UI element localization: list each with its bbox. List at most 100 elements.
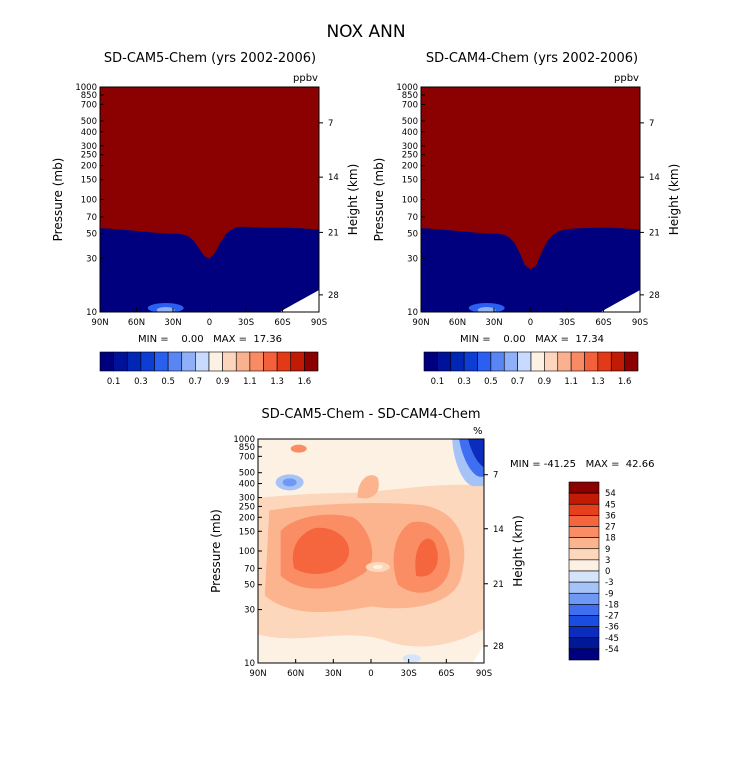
colorbar-label: 0.1 <box>431 377 445 387</box>
colorbar-swatch <box>290 351 305 372</box>
colorbar-label: 0.5 <box>161 377 175 387</box>
panel-cam5-axes: 1030507010015020025030040050070085010002… <box>51 83 360 328</box>
colorbar-swatch <box>544 351 559 372</box>
colorbar-swatch <box>530 351 545 372</box>
height-tick-label: 28 <box>493 642 504 652</box>
panel-cam4-colorbar: 0.1 0.3 0.5 0.7 0.9 1.1 1.3 1.6 <box>423 351 639 387</box>
colorbar-swatch <box>568 526 600 538</box>
colorbar-label: 9 <box>605 545 610 555</box>
colorbar-swatch <box>568 604 600 616</box>
lat-tick-label: 30N <box>485 318 502 328</box>
colorbar-swatch <box>568 592 600 605</box>
panel-cam4-axes: 1030507010015020025030040050070085010002… <box>372 83 681 328</box>
lat-tick-label: 60S <box>274 318 290 328</box>
colorbar-swatch <box>610 351 625 372</box>
colorbar-label: -3 <box>605 578 613 588</box>
colorbar-swatch <box>263 351 278 372</box>
colorbar-swatch <box>140 351 155 372</box>
height-tick-label: 28 <box>328 291 339 301</box>
lat-tick-label: 30N <box>325 669 342 679</box>
lat-tick-label: 30S <box>559 318 575 328</box>
colorbar-swatch <box>113 351 128 372</box>
panel-diff-stats: MIN = -41.25 MAX = 42.66 <box>510 459 654 470</box>
pressure-tick-label: 700 <box>239 452 255 462</box>
pressure-tick-label: 400 <box>239 480 255 490</box>
lat-tick-label: 60S <box>438 669 454 679</box>
field-band <box>282 478 297 487</box>
pressure-tick-label: 150 <box>402 176 418 186</box>
lat-tick-label: 0 <box>207 318 212 328</box>
lat-tick-label: 60N <box>449 318 466 328</box>
field-band <box>402 654 421 663</box>
pressure-tick-label: 500 <box>239 469 255 479</box>
colorbar-swatch <box>423 351 438 372</box>
pressure-tick-label: 100 <box>81 196 97 206</box>
colorbar-label: 0.5 <box>484 377 498 387</box>
field-band <box>290 444 307 453</box>
colorbar-label: 0.9 <box>216 377 230 387</box>
colorbar-label: 1.6 <box>618 377 632 387</box>
colorbar-label: 54 <box>605 489 616 499</box>
lat-tick-label: 90N <box>91 318 108 328</box>
panel-cam4-field <box>421 87 640 312</box>
colorbar-label: -45 <box>605 634 619 644</box>
colorbar-swatch <box>222 351 237 372</box>
pressure-tick-label: 50 <box>86 229 97 239</box>
panel-diff-title: SD-CAM5-Chem - SD-CAM4-Chem <box>261 407 480 422</box>
panel-diff-field <box>258 439 484 663</box>
colorbar-label: 0.9 <box>538 377 552 387</box>
colorbar-swatch <box>99 351 114 372</box>
panel-cam5-title: SD-CAM5-Chem (yrs 2002-2006) <box>104 51 316 66</box>
lat-tick-label: 90S <box>311 318 327 328</box>
lat-tick-label: 90S <box>476 669 492 679</box>
colorbar-label: -18 <box>605 600 619 610</box>
height-axis-label: Height (km) <box>667 164 681 235</box>
height-tick-label: 7 <box>328 119 333 129</box>
colorbar-swatch <box>181 351 196 372</box>
pressure-tick-label: 70 <box>244 564 255 574</box>
pressure-tick-label: 150 <box>81 176 97 186</box>
lat-tick-label: 60N <box>128 318 145 328</box>
colorbar-swatch <box>304 351 319 372</box>
colorbar-swatch <box>437 351 452 372</box>
panel-diff-axes: 1030507010015020025030040050070085010002… <box>209 435 525 679</box>
pressure-tick-label: 50 <box>244 581 255 591</box>
height-axis-label: Height (km) <box>346 164 360 235</box>
colorbar-swatch <box>568 548 600 561</box>
colorbar-swatch <box>568 559 600 572</box>
lat-tick-label: 30N <box>164 318 181 328</box>
colorbar-label: 0.3 <box>134 377 148 387</box>
colorbar-swatch <box>570 351 585 372</box>
colorbar-label: 0.1 <box>107 377 121 387</box>
colorbar-swatch <box>568 503 600 516</box>
pressure-tick-label: 850 <box>81 91 97 101</box>
terrain-mask <box>591 290 640 312</box>
lat-tick-label: 0 <box>368 669 373 679</box>
colorbar-swatch <box>568 581 600 594</box>
pressure-tick-label: 1000 <box>233 435 255 445</box>
pressure-tick-label: 1000 <box>75 83 97 93</box>
colorbar-swatch <box>568 515 600 527</box>
colorbar-swatch <box>557 351 572 372</box>
lat-tick-label: 0 <box>528 318 533 328</box>
colorbar-swatch <box>568 537 600 550</box>
pressure-tick-label: 400 <box>81 128 97 138</box>
colorbar-swatch <box>463 351 478 372</box>
lat-tick-label: 30S <box>401 669 417 679</box>
figure-title: NOX ANN <box>326 22 405 42</box>
pressure-tick-label: 10 <box>86 308 97 318</box>
lat-tick-label: 60N <box>287 669 304 679</box>
pressure-tick-label: 30 <box>244 606 255 616</box>
colorbar-swatch <box>568 570 600 583</box>
colorbar-label: 1.1 <box>243 377 257 387</box>
colorbar-label: 0.3 <box>457 377 471 387</box>
pressure-tick-label: 500 <box>81 117 97 127</box>
lat-tick-label: 30S <box>238 318 254 328</box>
field-band <box>100 87 319 259</box>
pressure-tick-label: 250 <box>402 151 418 161</box>
field-band <box>292 527 350 574</box>
colorbar-label: 36 <box>605 511 616 521</box>
colorbar-swatch <box>195 351 210 372</box>
pressure-tick-label: 300 <box>81 142 97 152</box>
pressure-tick-label: 700 <box>81 100 97 110</box>
